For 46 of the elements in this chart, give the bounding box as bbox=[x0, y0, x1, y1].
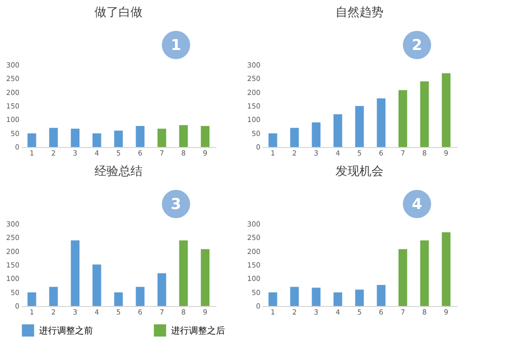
bar bbox=[334, 114, 342, 147]
bar bbox=[355, 106, 364, 147]
text: 3 bbox=[170, 195, 182, 213]
bar bbox=[136, 126, 144, 147]
bar bbox=[398, 249, 408, 306]
bar bbox=[268, 292, 278, 306]
bar bbox=[268, 133, 278, 147]
text: 4 bbox=[412, 195, 422, 213]
bar bbox=[28, 133, 36, 147]
bar bbox=[442, 232, 450, 306]
bar bbox=[398, 90, 408, 147]
bar bbox=[92, 133, 102, 147]
bar bbox=[376, 98, 386, 147]
bar bbox=[92, 264, 102, 306]
bar bbox=[334, 292, 342, 306]
bar bbox=[312, 122, 320, 147]
bar bbox=[158, 128, 166, 147]
bar bbox=[49, 128, 58, 147]
bar bbox=[179, 125, 188, 147]
bar bbox=[442, 73, 450, 147]
text: 2 bbox=[412, 36, 422, 54]
bar bbox=[28, 292, 36, 306]
bar bbox=[70, 128, 80, 147]
bar bbox=[200, 126, 210, 147]
text: 1 bbox=[170, 36, 182, 54]
bar bbox=[312, 288, 320, 306]
bar bbox=[376, 284, 386, 306]
chart-title: 发现机会 bbox=[336, 164, 384, 178]
bar bbox=[49, 286, 58, 306]
bar bbox=[70, 240, 80, 306]
chart-title: 自然趋势 bbox=[336, 4, 384, 19]
bar bbox=[136, 286, 144, 306]
bar bbox=[420, 81, 429, 147]
chart-title: 经验总结 bbox=[94, 164, 142, 178]
bar bbox=[200, 249, 210, 306]
bar bbox=[355, 290, 364, 306]
bar bbox=[158, 273, 166, 306]
chart-title: 做了白做 bbox=[94, 4, 142, 19]
legend-label: 进行调整之前 bbox=[39, 325, 93, 336]
bar bbox=[114, 292, 123, 306]
bar bbox=[114, 130, 123, 147]
bar bbox=[420, 240, 429, 306]
bar bbox=[290, 286, 299, 306]
bar bbox=[179, 240, 188, 306]
bar bbox=[290, 128, 299, 147]
legend-label: 进行调整之后 bbox=[171, 325, 225, 336]
